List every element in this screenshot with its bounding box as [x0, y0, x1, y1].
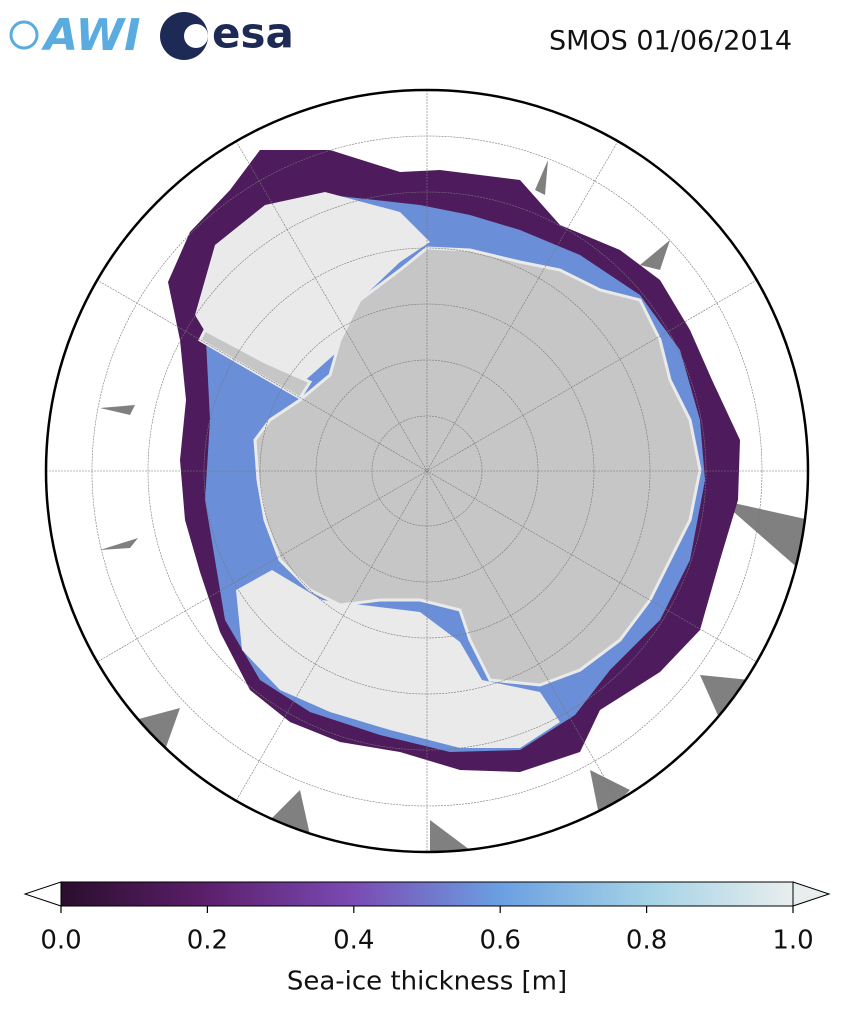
- esa-logo: esa: [160, 9, 294, 60]
- colorbar-label: Sea-ice thickness [m]: [287, 967, 567, 997]
- awi-text: AWI: [41, 10, 141, 61]
- esa-text: esa: [212, 9, 294, 58]
- map-frame: [44, 88, 810, 854]
- colorbar: Sea-ice thickness [m] 0.0 0.2 0.4 0.6 0.8 1.0: [23, 881, 831, 997]
- colorbar-tick-label: 0.2: [187, 926, 228, 956]
- colorbar-tick-label: 1.0: [772, 926, 813, 956]
- colorbar-tick-label: 0.8: [626, 926, 667, 956]
- colorbar-tick-label: 0.4: [333, 926, 374, 956]
- colorbar-tick-label: 0.0: [40, 926, 81, 956]
- awi-logo: AWI: [9, 10, 141, 61]
- graticule: [46, 90, 808, 852]
- map: [46, 90, 808, 852]
- title: SMOS 01/06/2014: [549, 26, 792, 57]
- colorbar-tick-label: 0.6: [480, 926, 521, 956]
- colorbar-gradient: [60, 881, 794, 907]
